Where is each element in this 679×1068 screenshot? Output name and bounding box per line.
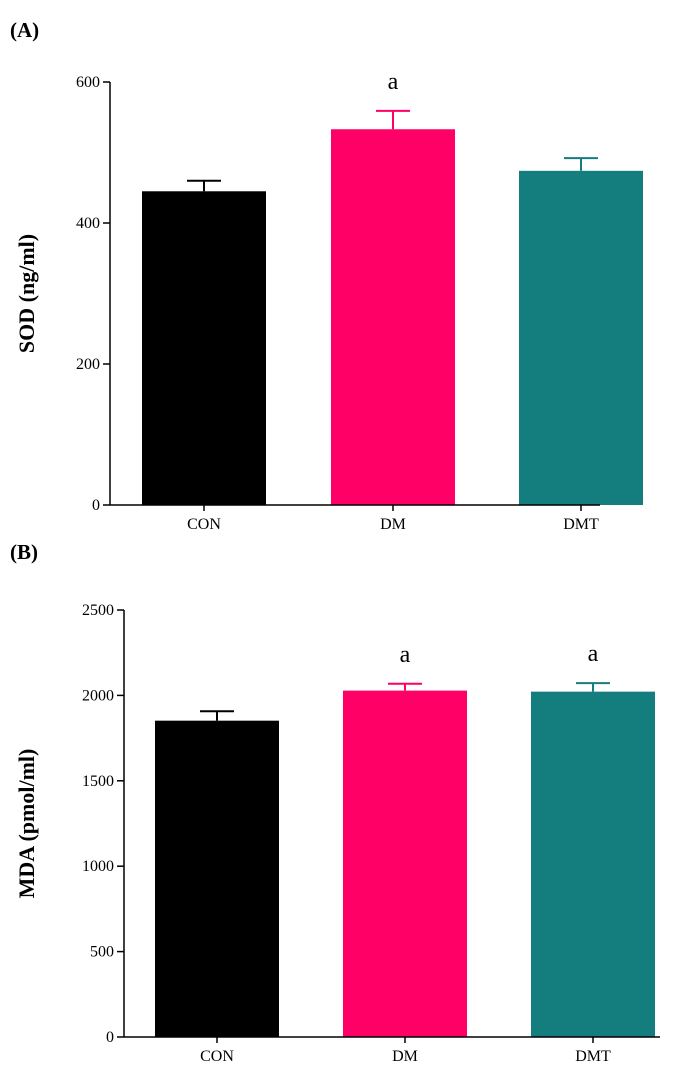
chart-0-xtick-label-con: CON (187, 516, 221, 533)
chart-1-ytick-label-1500: 1500 (82, 773, 114, 790)
chart-0-xtick-label-dmt: DMT (563, 516, 599, 533)
chart-1-bar-con (155, 720, 279, 1037)
chart-1-ytick-label-500: 500 (90, 944, 114, 961)
chart-0-bar-con (142, 191, 266, 505)
chart-1-ytick-label-2500: 2500 (82, 602, 114, 619)
chart-1-xtick-label-dmt: DMT (575, 1048, 611, 1065)
chart-0-xtick-label-dm: DM (380, 516, 406, 533)
chart-1-significance-dm: a (400, 642, 411, 668)
chart-0-bar-dm (331, 129, 455, 506)
chart-1-ytick-label-0: 0 (106, 1029, 114, 1046)
chart-1-y-axis-title: MDA (pmol/ml) (14, 749, 39, 899)
chart-0-y-axis-title: SOD (ng/ml) (14, 234, 39, 353)
panel-label-a: (A) (10, 18, 40, 42)
panel-label-b: (B) (10, 540, 38, 564)
chart-1-bar-dmt (531, 691, 655, 1037)
chart-1-significance-dmt: a (588, 641, 599, 667)
chart-1-bar-dm (343, 690, 467, 1037)
chart-0-ytick-label-400: 400 (76, 215, 100, 232)
chart-1-xtick-label-con: CON (200, 1048, 234, 1065)
chart-0-significance-dm: a (388, 69, 399, 95)
chart-1-ytick-label-1000: 1000 (82, 858, 114, 875)
chart-1-xtick-label-dm: DM (392, 1048, 418, 1065)
chart-0-ytick-label-200: 200 (76, 356, 100, 373)
chart-1-ytick-label-2000: 2000 (82, 687, 114, 704)
chart-0-bar-dmt (519, 170, 643, 505)
chart-0-ytick-label-0: 0 (92, 497, 100, 514)
chart-0-ytick-label-600: 600 (76, 74, 100, 91)
